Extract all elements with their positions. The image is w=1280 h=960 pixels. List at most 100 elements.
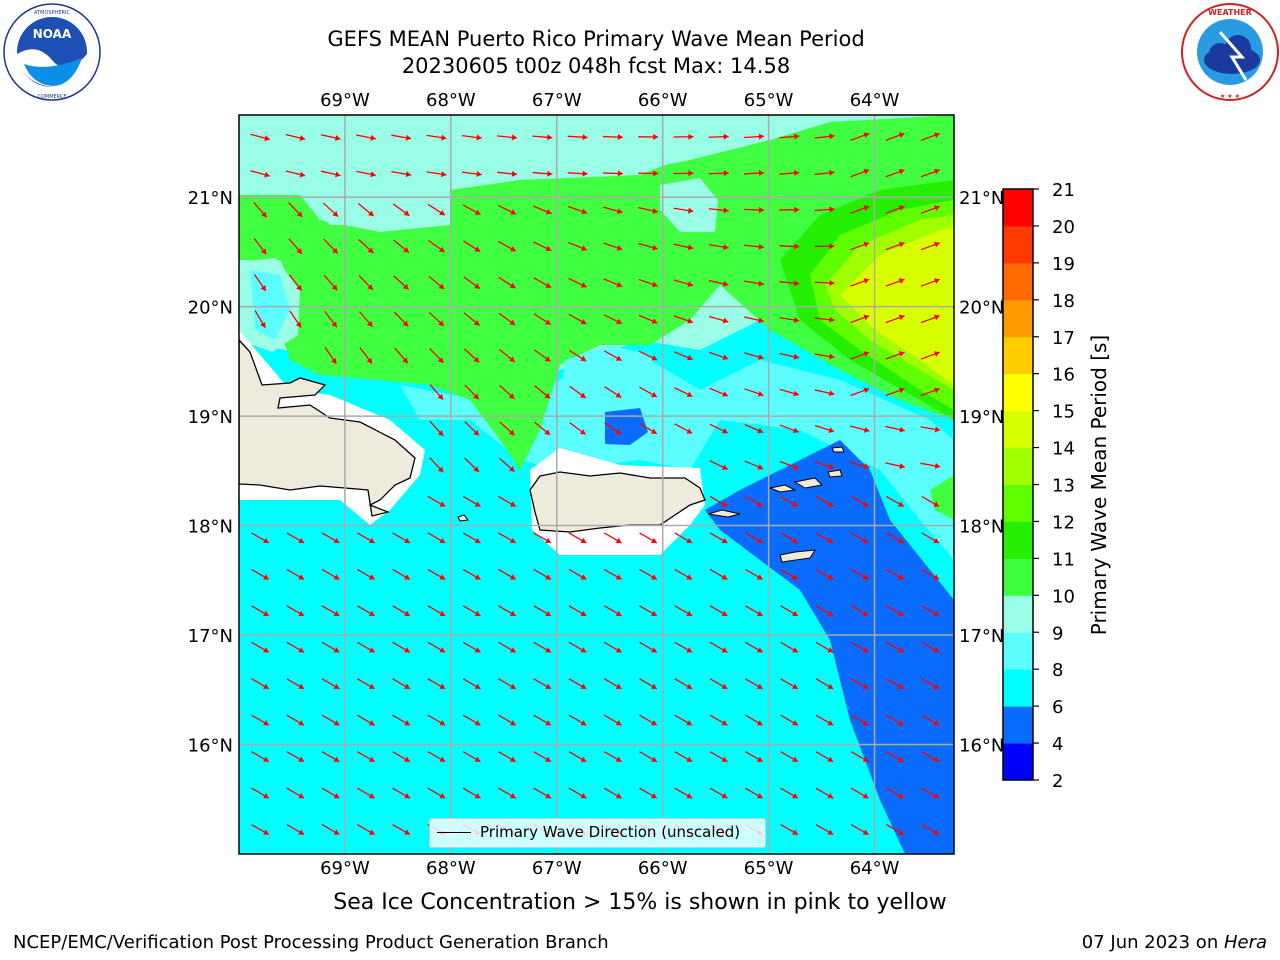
direction-arrowhead — [651, 610, 657, 616]
direction-arrowhead — [509, 501, 516, 507]
direction-arrowhead — [439, 537, 446, 544]
tick-label: 68°W — [426, 858, 476, 879]
direction-arrowhead — [333, 647, 340, 653]
direction-arrowhead — [545, 756, 552, 762]
direction-arrowhead — [509, 282, 516, 289]
direction-arrowhead — [264, 135, 270, 142]
direction-arrowhead — [828, 390, 835, 397]
gridlines — [239, 115, 954, 854]
colorbar-segment — [1003, 225, 1033, 264]
direction-arrowhead — [615, 683, 622, 689]
tick-label: 19°N — [188, 407, 233, 428]
direction-arrowhead — [511, 134, 518, 141]
direction-arrowhead — [897, 537, 904, 544]
direction-arrowhead — [829, 206, 835, 213]
direction-arrowhead — [792, 720, 798, 726]
direction-arrowhead — [263, 574, 269, 580]
colorbar-tick-label: 8 — [1052, 660, 1063, 681]
direction-arrowhead — [758, 317, 764, 324]
direction-arrowhead — [474, 720, 481, 726]
direction-arrowhead — [721, 574, 728, 580]
direction-arrowhead — [688, 170, 694, 177]
direction-arrowhead — [756, 756, 763, 762]
direction-arrowhead — [651, 756, 657, 762]
colorbar-tick-label: 20 — [1052, 217, 1075, 238]
direction-arrowhead — [758, 133, 764, 140]
direction-arrowhead — [547, 134, 553, 141]
direction-arrowhead — [828, 463, 835, 470]
direction-arrowhead — [687, 207, 694, 214]
direction-arrowhead — [404, 537, 410, 544]
direction-arrowhead — [617, 170, 623, 177]
colorbar-tick-label: 2 — [1052, 771, 1063, 792]
direction-arrowhead — [473, 356, 480, 363]
direction-arrowhead — [333, 574, 340, 580]
chart-title: GEFS MEAN Puerto Rico Primary Wave Mean … — [327, 27, 865, 51]
direction-arrowhead — [933, 829, 940, 835]
direction-arrowhead — [652, 244, 658, 251]
direction-arrowhead — [580, 610, 587, 616]
direction-arrowhead — [829, 169, 835, 176]
direction-arrowhead — [934, 132, 940, 139]
direction-arrowhead — [827, 720, 834, 726]
direction-arrowhead — [758, 243, 764, 250]
direction-arrowhead — [545, 574, 552, 580]
direction-arrowhead — [934, 351, 940, 357]
direction-arrowhead — [616, 208, 623, 215]
direction-arrowhead — [758, 280, 764, 287]
direction-arrowhead — [898, 241, 905, 248]
colorbar-tick-label: 17 — [1052, 328, 1075, 349]
direction-arrowhead — [476, 134, 482, 141]
direction-arrowhead — [897, 647, 904, 653]
direction-arrowhead — [509, 356, 515, 362]
direction-arrowhead — [721, 647, 728, 653]
direction-arrowhead — [721, 501, 728, 507]
direction-arrowhead — [756, 537, 763, 544]
direction-arrowhead — [793, 317, 800, 323]
tick-label: 19°N — [959, 407, 1004, 428]
direction-arrowhead — [651, 793, 657, 799]
direction-arrowhead — [933, 610, 940, 616]
direction-arrowhead — [794, 206, 800, 213]
direction-arrowhead — [862, 756, 869, 762]
colorbar-tick-label: 19 — [1052, 254, 1075, 275]
direction-arrowhead — [509, 574, 516, 580]
direction-arrowhead — [474, 246, 481, 252]
direction-arrowhead — [473, 429, 479, 436]
direction-arrowhead — [545, 208, 552, 215]
direction-arrowhead — [334, 135, 341, 141]
direction-arrowhead — [862, 501, 869, 507]
colorbar-segment — [1003, 558, 1033, 596]
direction-arrowhead — [687, 244, 694, 251]
direction-arrowhead — [756, 574, 763, 580]
direction-arrowhead — [615, 720, 622, 726]
direction-arrowhead — [898, 351, 905, 357]
direction-arrowhead — [651, 683, 657, 689]
wave-direction-arrows — [250, 132, 941, 836]
direction-arrowhead — [544, 429, 551, 435]
direction-arrowhead — [827, 501, 834, 507]
direction-arrowhead — [721, 464, 728, 470]
direction-arrowhead — [898, 168, 905, 175]
direction-arrowhead — [332, 247, 338, 254]
direction-arrowhead — [263, 756, 269, 762]
direction-arrowhead — [263, 793, 269, 799]
direction-arrowhead — [863, 278, 870, 284]
direction-arrowhead — [581, 245, 587, 251]
tick-label: 64°W — [850, 90, 900, 111]
direction-arrowhead — [333, 683, 340, 689]
tick-label: 68°W — [426, 90, 476, 111]
field-9-10s-patch — [300, 195, 450, 232]
tick-label: 66°W — [638, 858, 688, 879]
direction-arrowhead — [863, 132, 870, 139]
direction-arrowhead — [298, 829, 305, 835]
direction-arrowhead — [474, 283, 480, 289]
direction-arrowhead — [898, 314, 905, 321]
direction-arrowhead — [721, 756, 728, 762]
direction-arrowhead — [686, 647, 693, 653]
direction-arrowhead — [862, 793, 869, 799]
direction-arrowhead — [331, 284, 338, 291]
direction-arrowhead — [474, 209, 481, 215]
tick-label: 69°W — [320, 858, 370, 879]
direction-arrowhead — [367, 210, 374, 217]
